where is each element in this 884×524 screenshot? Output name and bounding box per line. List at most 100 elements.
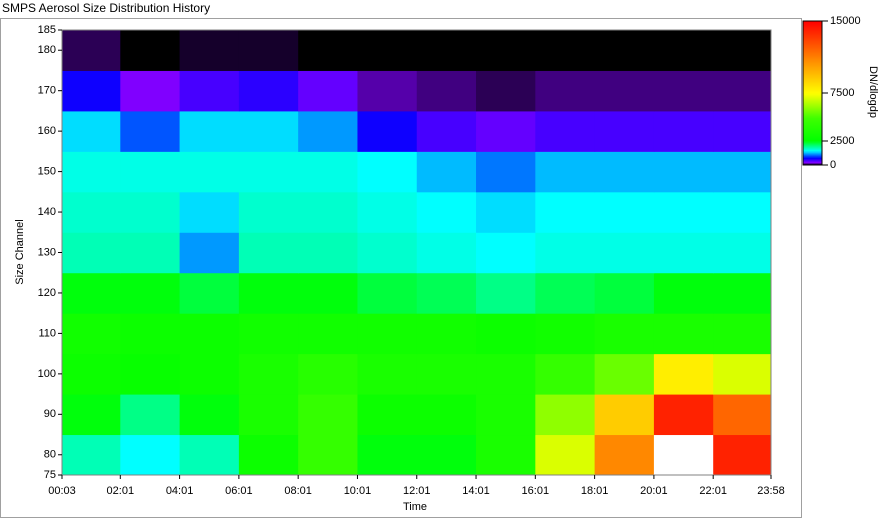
heatmap-cell (238, 191, 299, 233)
colorbar-segment (803, 95, 822, 98)
heatmap-cell (416, 70, 477, 112)
heatmap-cell (653, 232, 714, 274)
heatmap-cell (535, 353, 596, 395)
heatmap-cell (62, 232, 121, 274)
colorbar-segment (803, 45, 822, 48)
colorbar-segment (803, 21, 822, 24)
colorbar-segment (803, 39, 822, 42)
heatmap-cell (298, 434, 358, 476)
heatmap-cell (476, 30, 536, 71)
colorbar-label: DN/dlogdp (867, 66, 879, 118)
heatmap-cell (594, 434, 655, 476)
heatmap-cell (594, 30, 655, 71)
heatmap-cell (120, 30, 181, 71)
heatmap-cell (476, 232, 536, 274)
colorbar-segment (803, 77, 822, 80)
y-tick-label: 90 (44, 408, 56, 420)
y-tick-label: 140 (38, 206, 56, 218)
colorbar-segment (803, 43, 822, 46)
heatmap-cell (120, 434, 181, 476)
colorbar-segment (803, 81, 822, 84)
colorbar-segment (803, 93, 822, 96)
heatmap-cell (713, 191, 772, 233)
heatmap-cell (62, 353, 121, 395)
heatmap-cell (653, 30, 714, 71)
heatmap-cell (62, 110, 121, 152)
heatmap-cell (120, 70, 181, 112)
y-tick-label: 130 (38, 246, 56, 258)
heatmap-cell (476, 110, 536, 152)
colorbar-segment (803, 103, 822, 106)
colorbar-segment (803, 107, 822, 110)
x-tick-label: 10:01 (344, 485, 372, 497)
heatmap-cell (713, 313, 772, 355)
colorbar-segment (803, 139, 822, 142)
heatmap-cell (298, 394, 358, 436)
y-axis-label: Size Channel (14, 219, 26, 284)
colorbar-segment (803, 135, 822, 138)
heatmap-cell (62, 191, 121, 233)
colorbar-segment (803, 159, 822, 162)
heatmap-cell (62, 434, 121, 476)
heatmap-cell (416, 110, 477, 152)
colorbar-segment (803, 161, 822, 164)
heatmap-cell (179, 434, 240, 476)
colorbar-segment (803, 115, 822, 118)
colorbar-segment (803, 155, 822, 158)
colorbar-tick-label: 15000 (830, 15, 861, 27)
heatmap-cell (179, 191, 240, 233)
heatmap-cell (713, 151, 772, 193)
x-tick-label: 08:01 (284, 485, 312, 497)
colorbar-segment (803, 85, 822, 88)
heatmap-cell (179, 353, 240, 395)
colorbar-segment (803, 113, 822, 116)
window-frame (0, 18, 802, 518)
heatmap-cell (416, 30, 477, 71)
heatmap-cell (653, 151, 714, 193)
colorbar-segment (803, 89, 822, 92)
heatmap-cell (298, 353, 358, 395)
colorbar-segment (803, 53, 822, 56)
heatmap-cell (594, 191, 655, 233)
heatmap-cell (535, 272, 596, 314)
heatmap-cell (120, 151, 181, 193)
heatmap-cell (713, 30, 772, 71)
colorbar-segment (803, 91, 822, 94)
y-tick-label: 110 (38, 327, 56, 339)
colorbar-segment (803, 61, 822, 64)
colorbar-segment (803, 163, 822, 166)
colorbar-segment (803, 157, 822, 160)
heatmap (62, 30, 772, 476)
heatmap-cell (713, 434, 772, 476)
y-tick-label: 185 (38, 24, 56, 36)
heatmap-cell (594, 272, 655, 314)
heatmap-cell (476, 191, 536, 233)
colorbar-tick-label: 2500 (830, 135, 854, 147)
colorbar-tick-label: 0 (830, 159, 836, 171)
y-tick-label: 80 (44, 449, 56, 461)
colorbar-segment (803, 23, 822, 26)
heatmap-cell (357, 434, 418, 476)
heatmap-cell (179, 30, 240, 71)
colorbar-segment (803, 131, 822, 134)
heatmap-cell (298, 110, 358, 152)
x-tick-label: 02:01 (107, 485, 135, 497)
heatmap-cell (535, 70, 596, 112)
heatmap-cell (357, 272, 418, 314)
heatmap-cell (416, 272, 477, 314)
heatmap-cell (238, 272, 299, 314)
heatmap-cell (713, 232, 772, 274)
colorbar-segment (803, 87, 822, 90)
heatmap-cell (298, 272, 358, 314)
colorbar-segment (803, 97, 822, 100)
heatmap-cell (298, 30, 358, 71)
heatmap-cell (62, 313, 121, 355)
colorbar-segment (803, 75, 822, 78)
colorbar-segment (803, 129, 822, 132)
heatmap-cell (357, 191, 418, 233)
heatmap-cell (653, 70, 714, 112)
heatmap-cell (713, 70, 772, 112)
heatmap-cell (713, 272, 772, 314)
colorbar-segment (803, 109, 822, 112)
